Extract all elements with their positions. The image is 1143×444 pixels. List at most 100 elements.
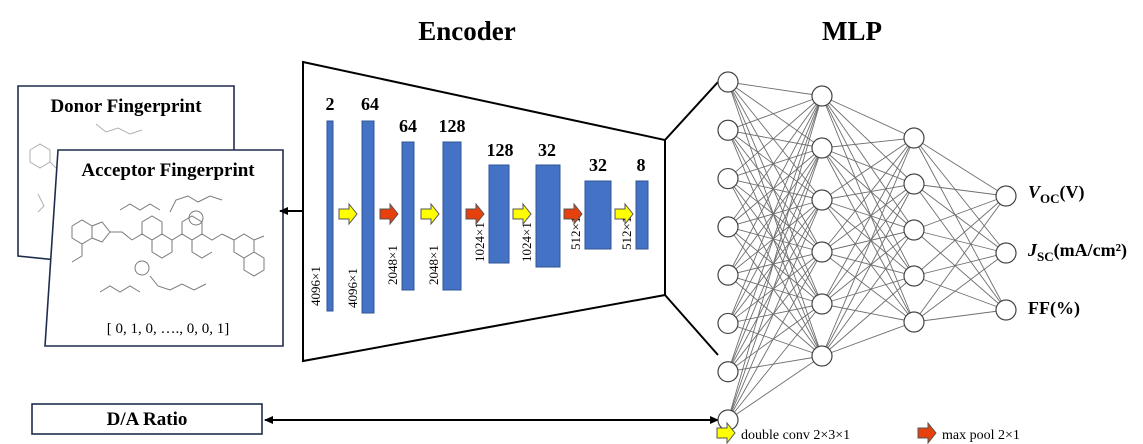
mlp-edge-l2-2-5 [821,147,915,323]
da-ratio-label: D/A Ratio [107,409,188,430]
mlp-edge-l1-1-1 [727,81,823,97]
block-8: 8 512×1 [619,155,649,250]
mlp-edge-l1-2-5 [727,130,823,305]
mlp-edge-l1-4-4 [727,226,823,253]
mlp-edge-l3-4-1 [913,195,1007,277]
legend-conv-arrow [716,421,736,444]
mlp-edge-l1-8-2 [727,147,823,421]
mlp-edge-l1-2-2 [727,129,823,149]
mlp-edge-l2-6-1 [821,137,915,357]
mlp-edge-l1-1-2 [727,81,823,149]
mlp-edge-l1-6-1 [727,95,823,324]
block-4-channels: 128 [439,116,466,136]
mlp-edge-l1-3-3 [727,178,823,201]
mlp-edge-l3-5-1 [913,195,1007,323]
block-8-rect [635,180,649,250]
output-jsc-sub: SC [1037,249,1054,264]
donor-label: Donor Fingerprint [50,96,202,117]
mlp-edge-l1-8-5 [727,303,823,421]
mlp-edge-l1-2-1 [727,95,823,131]
mlp-edge-l1-8-3 [727,199,823,421]
conv-arrow-2 [420,202,440,226]
mlp-edge-l1-5-5 [727,274,823,305]
block-3: 64 2048×1 [385,116,417,291]
svg-text:JSC(mA/cm²): JSC(mA/cm²) [1027,240,1127,264]
mlp-edge-l1-6-6 [727,323,823,357]
output-ff-var: FF [1028,298,1050,318]
mlp-node-l2-1 [811,85,833,107]
mlp-edge-l1-1-4 [727,81,823,253]
block-7: 32 512×1 [568,155,612,250]
block-8-channels: 8 [637,155,646,175]
block-6-size: 1024×1 [519,222,534,262]
mlp-edge-l3-3-3 [913,229,1007,311]
block-2-size: 4096×1 [345,268,360,308]
mlp-edge-l2-5-2 [821,183,915,305]
mlp-edge-l2-4-1 [821,137,915,253]
block-4-rect [442,141,462,291]
block-8-size: 512×1 [619,217,634,250]
mlp-edge-l2-1-5 [821,95,915,323]
mlp-edge-l1-3-2 [727,147,823,179]
mlp-edge-l1-7-1 [727,95,823,372]
mlp-edges [727,81,1007,421]
block-1-channels: 2 [326,94,335,114]
mlp-edge-l1-8-6 [727,355,823,421]
mlp-edge-l1-1-5 [727,81,823,305]
output-voc: VOC(V) [1028,182,1085,206]
mlp-edge-l2-2-3 [821,147,915,231]
mlp-node-l1-1 [717,71,739,93]
mlp-edge-l1-7-5 [727,303,823,373]
acceptor-card: Acceptor Fingerprint [ 0, 1, 0, …., 0, 0… [44,149,284,347]
block-7-rect [584,180,612,250]
funnel-line-top [664,81,719,141]
svg-text:VOC(V): VOC(V) [1028,182,1085,206]
pool-arrow-1 [379,202,399,226]
block-5-size: 1024×1 [472,222,487,262]
block-3-size: 2048×1 [385,245,400,285]
mlp-edge-l2-3-5 [821,199,915,323]
mlp-edge-l1-3-5 [727,178,823,305]
mlp-edge-l1-6-4 [727,251,823,324]
mlp-edge-l2-2-1 [821,137,915,149]
fingerprint-vector: [ 0, 1, 0, …., 0, 0, 1] [107,321,230,337]
mlp-node-l3-4 [903,265,925,287]
mlp-node-l4-2 [995,242,1017,264]
output-ff: FF(%) [1028,298,1080,319]
mlp-edge-l2-6-3 [821,229,915,357]
mlp-edge-l2-6-4 [821,275,915,357]
block-5: 128 1024×1 [472,140,514,264]
mlp-edge-l1-7-6 [727,355,823,373]
mlp-edge-l1-5-2 [727,147,823,276]
output-voc-unit: (V) [1060,182,1085,203]
mlp-edge-l1-1-3 [727,81,823,201]
mlp-node-l1-2 [717,119,739,141]
mlp-edge-l2-3-1 [821,137,915,201]
mlp-node-l4-1 [995,185,1017,207]
mlp-edge-l3-1-1 [913,137,1007,197]
output-jsc: JSC(mA/cm²) [1027,240,1127,264]
block-5-rect [488,164,510,264]
mlp-edge-l1-3-4 [727,178,823,253]
mlp-edge-l1-5-3 [727,199,823,276]
mlp-edge-l1-7-2 [727,147,823,372]
mlp-edge-l1-6-3 [727,199,823,324]
output-voc-var: V [1028,182,1042,202]
conv-arrow-4 [614,202,634,226]
mlp-edge-l2-1-4 [821,95,915,277]
block-1-size: 4096×1 [308,266,323,306]
block-7-channels: 32 [589,155,607,175]
acceptor-molecule-sketch [71,195,265,293]
mlp-edge-l1-4-3 [727,199,823,228]
mlp-edge-l2-5-1 [821,137,915,305]
block-3-channels: 64 [399,116,417,136]
mlp-edge-l1-7-4 [727,251,823,372]
block-2-rect [361,120,375,314]
block-1-rect [326,120,334,312]
block-4: 128 2048×1 [426,116,466,291]
block-2-channels: 64 [361,94,379,114]
legend-conv-label: double conv 2×3×1 [741,428,850,443]
mlp-edge-l3-3-1 [913,195,1007,231]
mlp-edge-l1-3-1 [727,95,823,179]
